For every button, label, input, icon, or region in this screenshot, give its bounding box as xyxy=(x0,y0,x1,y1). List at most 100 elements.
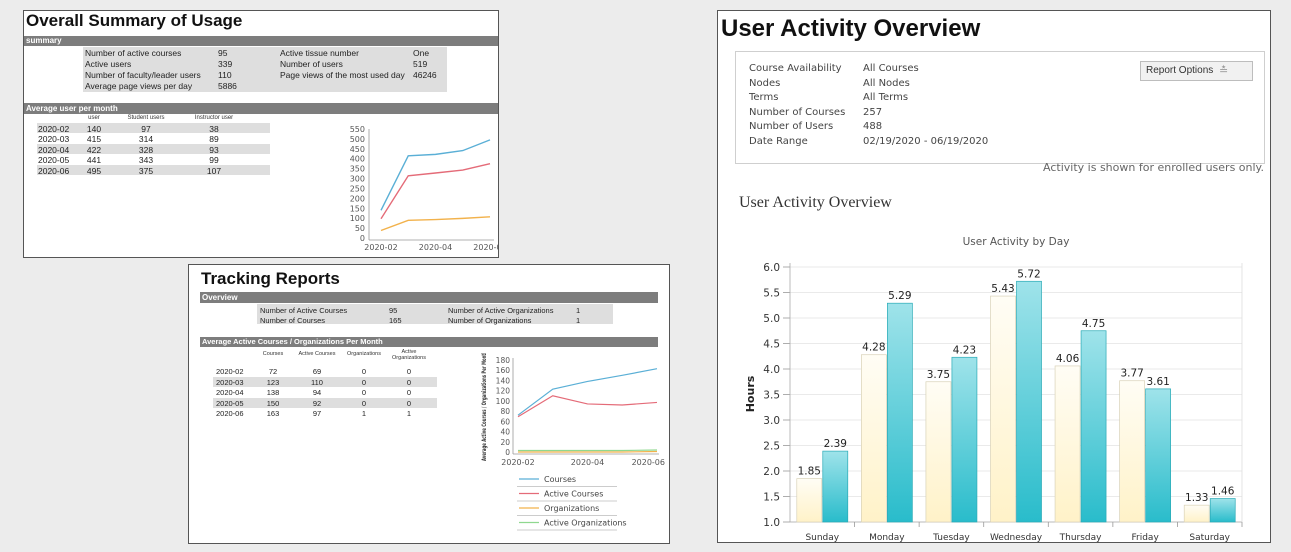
y-tick-label: 200 xyxy=(350,194,365,203)
x-tick-label: Saturday xyxy=(1189,533,1230,543)
table-cell: 93 xyxy=(209,144,219,155)
section-title: User Activity Overview xyxy=(739,194,892,211)
table-cell: 328 xyxy=(138,144,154,155)
table-cell: 0 xyxy=(406,377,412,387)
info-label: Course Availability xyxy=(749,63,842,74)
table-cell: 123 xyxy=(266,377,280,387)
usage-title: Overall Summary of Usage xyxy=(26,11,243,30)
row-shade xyxy=(37,165,270,175)
info-label: Terms xyxy=(749,92,779,103)
table-cell: 138 xyxy=(266,388,280,397)
legend-label: Courses xyxy=(544,475,576,484)
table-row-month: 2020-06 xyxy=(38,165,70,176)
tracking-monthly-header: Average Active Courses / Organizations P… xyxy=(200,337,658,347)
y-tick-label: 20 xyxy=(500,438,510,447)
overview-value: 1 xyxy=(576,306,581,315)
table-cell: 89 xyxy=(209,134,219,144)
summary-label: Number of faculty/leader users xyxy=(85,70,201,80)
bar-second-series xyxy=(1209,498,1236,523)
table-cell: 375 xyxy=(138,165,154,176)
y-tick-label: 550 xyxy=(350,125,365,134)
data-label: 4.75 xyxy=(1082,318,1105,330)
table-cell: 107 xyxy=(206,165,222,176)
summary-label: Number of active courses xyxy=(85,48,182,58)
table-cell: 343 xyxy=(138,155,154,165)
bar-first-series xyxy=(861,354,887,523)
summary-label: Active tissue number xyxy=(280,48,359,58)
table-row-month: 2020-05 xyxy=(38,155,70,165)
x-tick-label: 2020-06 xyxy=(632,458,665,467)
table-row-month: 2020-05 xyxy=(216,398,244,408)
overview-value: 165 xyxy=(389,316,402,325)
table-row-month: 2020-06 xyxy=(216,409,244,418)
table-cell: 1 xyxy=(361,409,367,418)
data-label: 4.06 xyxy=(1056,353,1080,365)
overview-label: Number of Active Courses xyxy=(260,306,348,315)
table-cell: 38 xyxy=(209,123,219,134)
overview-value: 1 xyxy=(576,316,581,325)
y-axis-title: Hours xyxy=(744,375,757,412)
y-tick-label: 150 xyxy=(350,204,365,213)
info-label: Nodes xyxy=(749,77,781,89)
monthly-header: Average user per month xyxy=(24,103,498,114)
chart-title: User Activity by Day xyxy=(963,236,1070,248)
report-options-label: Report Options xyxy=(1146,65,1214,76)
summary-value: 339 xyxy=(218,59,233,69)
bar-first-series xyxy=(925,381,952,523)
table-cell: 1 xyxy=(406,409,412,418)
table-header-cell: Courses xyxy=(262,351,284,357)
x-tick-label: Friday xyxy=(1132,533,1160,543)
table-cell: 441 xyxy=(86,155,102,165)
y-tick-label: 250 xyxy=(350,184,365,193)
x-tick-label: 2020-02 xyxy=(364,243,397,252)
info-label: Number of Courses xyxy=(749,106,846,118)
series-line-0 xyxy=(380,139,491,211)
summary-header: summary xyxy=(24,36,498,46)
x-tick-label: Monday xyxy=(869,533,905,543)
y-tick-label: 4.0 xyxy=(763,364,780,376)
y-tick-label: 4.5 xyxy=(763,339,780,351)
bar-second-series xyxy=(1145,388,1171,523)
report-options-button[interactable]: Report Options ≛ xyxy=(1140,61,1253,81)
info-value: All Courses xyxy=(863,63,919,74)
row-shade xyxy=(37,123,270,133)
table-cell: 140 xyxy=(86,123,102,134)
overview-box xyxy=(257,304,613,324)
table-cell: 0 xyxy=(361,388,367,397)
activity-bar-chart: User Activity by Day Hours 6.0 5.5 5.0 4.5 4.0… xyxy=(744,236,1243,543)
info-value: All Terms xyxy=(863,92,909,103)
data-label: 5.43 xyxy=(991,283,1014,295)
series-line-0 xyxy=(517,368,658,416)
y-tick-label: 100 xyxy=(496,397,511,406)
series-line-2 xyxy=(518,450,658,453)
table-header-cell: Active Organizations xyxy=(392,349,426,361)
table-cell: 150 xyxy=(266,398,280,408)
y-tick-label: 140 xyxy=(496,376,511,385)
data-label: 5.29 xyxy=(888,290,911,302)
overview-header: Overview xyxy=(200,292,658,303)
data-label: 3.75 xyxy=(927,369,950,381)
data-label: 3.77 xyxy=(1120,368,1143,380)
data-label: 3.61 xyxy=(1146,376,1169,388)
y-tick-label: 6.0 xyxy=(763,262,780,274)
y-tick-label: 180 xyxy=(496,356,511,365)
table-row-month: 2020-04 xyxy=(216,388,244,397)
table-cell: 110 xyxy=(311,377,323,387)
table-cell: 69 xyxy=(312,367,322,376)
x-tick-label: Wednesday xyxy=(990,533,1043,543)
table-cell: 72 xyxy=(268,367,278,376)
row-shade xyxy=(213,376,437,387)
table-cell: 495 xyxy=(86,165,102,176)
overview-label: Number of Active Organizations xyxy=(448,306,554,315)
y-tick-label: 50 xyxy=(355,224,365,233)
info-value: 257 xyxy=(863,106,883,118)
series-line-1 xyxy=(380,163,491,220)
tracking-title: Tracking Reports xyxy=(201,269,340,288)
summary-label: Active users xyxy=(85,59,132,69)
table-header-cell: Instructor user xyxy=(194,115,234,121)
table-header-cell: Student users xyxy=(127,115,165,121)
y-tick-label: 0 xyxy=(360,234,365,243)
x-tick-label: 2020-04 xyxy=(419,243,452,252)
overview-label: Number of Organizations xyxy=(448,316,532,325)
bar-first-series xyxy=(990,295,1016,523)
